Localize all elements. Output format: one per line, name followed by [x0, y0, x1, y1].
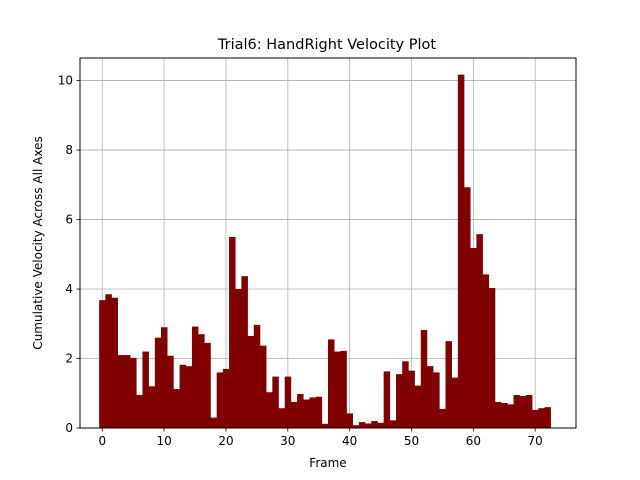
x-tick-label: 60 [466, 434, 481, 448]
bar [191, 326, 199, 428]
x-tick-label: 20 [218, 434, 233, 448]
grid-lines [80, 58, 576, 429]
bar [136, 395, 143, 428]
bar [148, 386, 156, 428]
bar [519, 396, 527, 428]
x-tick-label: 0 [98, 434, 106, 448]
bar [315, 396, 323, 428]
bar [494, 401, 502, 428]
bar [358, 422, 366, 428]
bar [259, 345, 267, 428]
bar [396, 374, 403, 428]
bar [179, 364, 187, 428]
bar [111, 297, 119, 428]
bar [105, 294, 112, 428]
bar [501, 402, 508, 428]
bar [426, 366, 434, 428]
bar [377, 422, 384, 428]
y-tick-label: 8 [65, 143, 73, 157]
y-tick-label: 0 [65, 421, 73, 435]
bar [204, 342, 211, 428]
bar [414, 385, 422, 428]
bar [451, 377, 459, 428]
bar [538, 408, 545, 428]
y-axis-ticks: 0 2 4 6 8 10 [58, 74, 80, 435]
y-tick-label: 10 [58, 74, 73, 88]
chart-title: Trial6: HandRight Velocity Plot [217, 37, 436, 53]
x-tick-label: 70 [528, 434, 543, 448]
bar [309, 397, 316, 428]
bar [198, 334, 205, 428]
bar [488, 287, 496, 428]
bar [334, 351, 341, 428]
bar [321, 423, 329, 428]
bar [383, 371, 391, 428]
y-tick-label: 4 [65, 282, 73, 296]
bar [457, 74, 465, 429]
bar [389, 420, 397, 428]
x-tick-label: 30 [280, 434, 295, 448]
bar [241, 276, 248, 428]
bar [470, 248, 477, 428]
bar [210, 417, 217, 428]
bar [352, 425, 360, 428]
bar [433, 372, 440, 428]
bar [464, 187, 471, 428]
x-tick-label: 50 [404, 434, 419, 448]
bar [544, 407, 551, 428]
bar [99, 300, 106, 428]
x-axis-ticks: 0 10 20 30 40 50 60 70 [98, 428, 543, 448]
y-tick-label: 2 [65, 352, 73, 366]
bars [99, 74, 551, 429]
bar [173, 389, 180, 428]
bar [290, 401, 298, 428]
bar [247, 335, 255, 428]
bar [142, 351, 149, 428]
bar [235, 289, 242, 428]
bar [408, 370, 415, 428]
bar [513, 395, 521, 428]
bar [365, 423, 372, 428]
bar [161, 327, 168, 428]
bar [532, 409, 539, 428]
bar [216, 372, 224, 428]
bar [272, 376, 279, 428]
bar [340, 350, 347, 428]
bar [445, 341, 452, 428]
bar [185, 366, 193, 428]
x-axis-label: Frame [309, 456, 346, 470]
bar [117, 355, 125, 428]
bar [439, 408, 446, 428]
y-tick-label: 6 [65, 213, 73, 227]
bar [476, 234, 483, 428]
bar [507, 404, 514, 428]
bar [278, 408, 285, 428]
bar [167, 355, 174, 428]
bar [130, 357, 137, 428]
y-axis-label: Cumulative Velocity Across All Axes [31, 136, 45, 349]
x-tick-label: 40 [342, 434, 357, 448]
bar [482, 274, 490, 428]
bar [328, 339, 335, 428]
bar [253, 324, 261, 428]
bar [346, 413, 354, 428]
bar [229, 236, 236, 428]
bar [297, 393, 304, 428]
bar [303, 399, 310, 428]
plot-frame [79, 57, 577, 429]
x-tick-label: 10 [156, 434, 171, 448]
bar [222, 368, 230, 428]
bar [123, 355, 131, 428]
bar [154, 337, 162, 428]
bar [525, 395, 533, 428]
bar [266, 392, 273, 428]
bar [402, 361, 409, 428]
bar [420, 330, 428, 428]
bar [371, 421, 378, 428]
bar [284, 376, 292, 428]
